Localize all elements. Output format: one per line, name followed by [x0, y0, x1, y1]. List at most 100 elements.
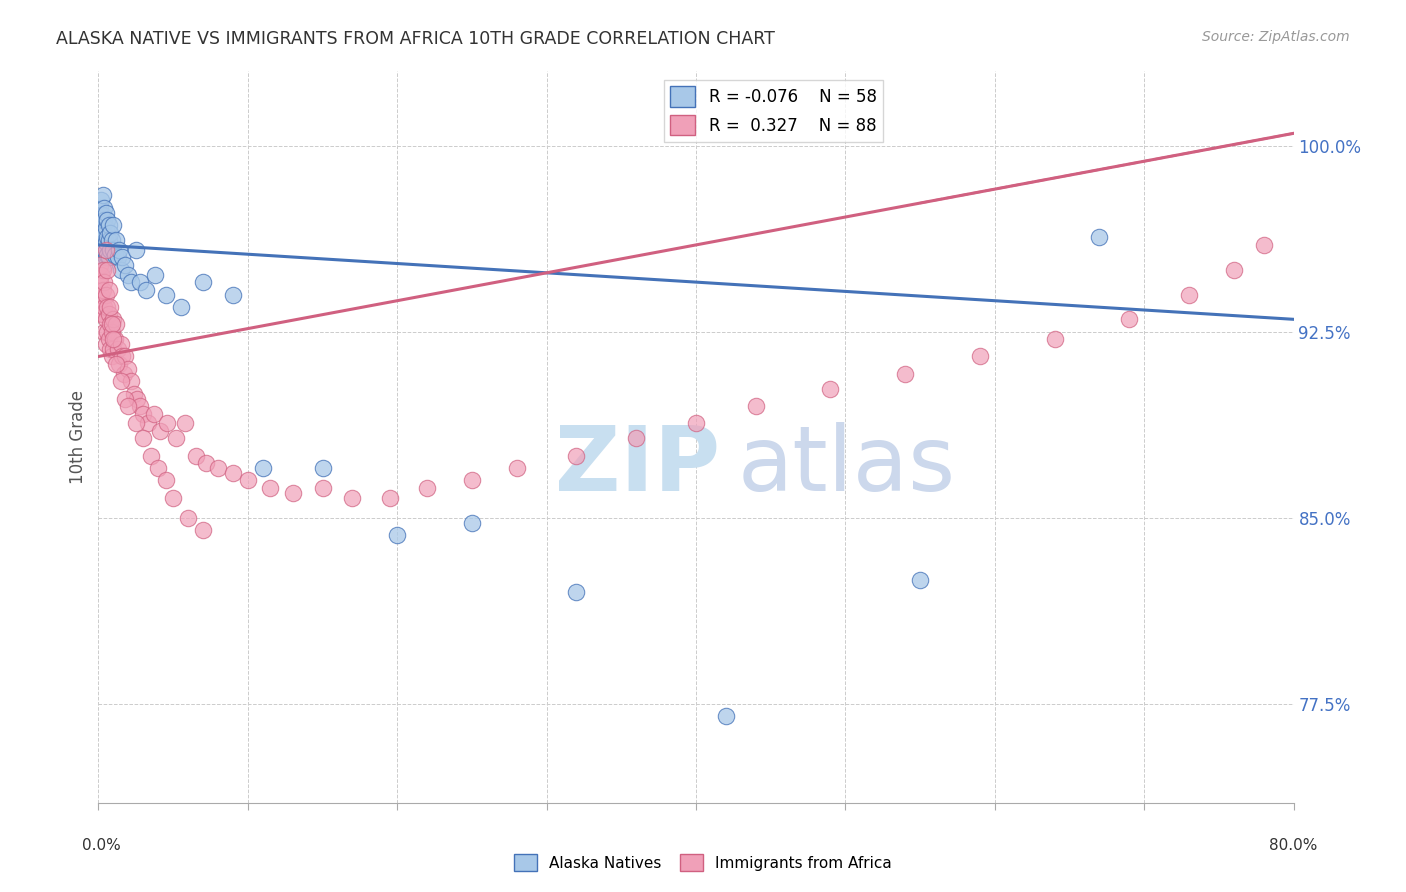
Point	[103, 342, 125, 356]
Point	[114, 392, 136, 406]
Point	[91, 262, 114, 277]
Point	[97, 250, 120, 264]
Point	[165, 431, 187, 445]
Point	[90, 208, 112, 222]
Point	[125, 243, 148, 257]
Point	[101, 318, 124, 332]
Text: 80.0%: 80.0%	[1270, 838, 1317, 853]
Point	[236, 474, 259, 488]
Legend: R = -0.076    N = 58, R =  0.327    N = 88: R = -0.076 N = 58, R = 0.327 N = 88	[664, 79, 883, 142]
Point	[127, 392, 149, 406]
Point	[94, 287, 117, 301]
Point	[132, 431, 155, 445]
Point	[110, 374, 132, 388]
Point	[111, 250, 134, 264]
Point	[108, 243, 131, 257]
Point	[91, 238, 114, 252]
Point	[149, 424, 172, 438]
Point	[89, 275, 111, 289]
Point	[97, 307, 120, 321]
Point	[120, 374, 142, 388]
Point	[103, 332, 125, 346]
Point	[111, 350, 134, 364]
Point	[97, 332, 120, 346]
Point	[101, 325, 124, 339]
Point	[259, 481, 281, 495]
Point	[89, 258, 111, 272]
Point	[91, 223, 114, 237]
Point	[94, 235, 117, 250]
Point	[96, 300, 118, 314]
Point	[94, 220, 117, 235]
Point	[191, 275, 214, 289]
Point	[461, 516, 484, 530]
Point	[155, 287, 177, 301]
Point	[90, 233, 112, 247]
Point	[98, 342, 122, 356]
Point	[98, 243, 122, 257]
Point	[90, 243, 112, 257]
Point	[1043, 332, 1066, 346]
Point	[93, 300, 115, 314]
Point	[969, 350, 991, 364]
Point	[110, 337, 132, 351]
Point	[107, 250, 129, 264]
Point	[148, 461, 170, 475]
Point	[89, 201, 111, 215]
Point	[820, 382, 842, 396]
Point	[105, 357, 128, 371]
Point	[105, 233, 128, 247]
Point	[94, 337, 117, 351]
Point	[685, 417, 707, 431]
Point	[91, 188, 114, 202]
Point	[626, 431, 648, 445]
Point	[222, 466, 245, 480]
Point	[91, 283, 114, 297]
Point	[1088, 230, 1111, 244]
Point	[91, 208, 114, 222]
Point	[90, 307, 112, 321]
Point	[142, 407, 165, 421]
Point	[143, 268, 166, 282]
Point	[91, 307, 114, 321]
Point	[1178, 287, 1201, 301]
Point	[94, 312, 117, 326]
Point	[90, 268, 112, 282]
Text: ALASKA NATIVE VS IMMIGRANTS FROM AFRICA 10TH GRADE CORRELATION CHART: ALASKA NATIVE VS IMMIGRANTS FROM AFRICA …	[56, 30, 775, 48]
Point	[98, 226, 122, 240]
Point	[93, 275, 115, 289]
Point	[93, 258, 115, 272]
Point	[96, 325, 118, 339]
Point	[177, 510, 200, 524]
Text: ZIP: ZIP	[555, 422, 720, 510]
Point	[89, 293, 111, 307]
Point	[135, 283, 157, 297]
Point	[101, 233, 124, 247]
Point	[117, 268, 139, 282]
Point	[416, 481, 439, 495]
Point	[101, 350, 124, 364]
Point	[103, 218, 125, 232]
Point	[1223, 262, 1246, 277]
Point	[97, 233, 120, 247]
Point	[90, 194, 112, 208]
Point	[136, 417, 159, 431]
Point	[107, 342, 129, 356]
Point	[104, 332, 127, 346]
Point	[1253, 238, 1275, 252]
Point	[385, 528, 409, 542]
Point	[96, 262, 118, 277]
Point	[93, 227, 115, 242]
Point	[117, 362, 139, 376]
Point	[565, 449, 588, 463]
Point	[96, 248, 118, 262]
Point	[342, 491, 364, 505]
Text: 0.0%: 0.0%	[82, 838, 121, 853]
Point	[565, 585, 588, 599]
Point	[125, 417, 148, 431]
Point	[90, 287, 112, 301]
Point	[97, 283, 120, 297]
Point	[714, 709, 737, 723]
Point	[311, 481, 333, 495]
Point	[311, 461, 333, 475]
